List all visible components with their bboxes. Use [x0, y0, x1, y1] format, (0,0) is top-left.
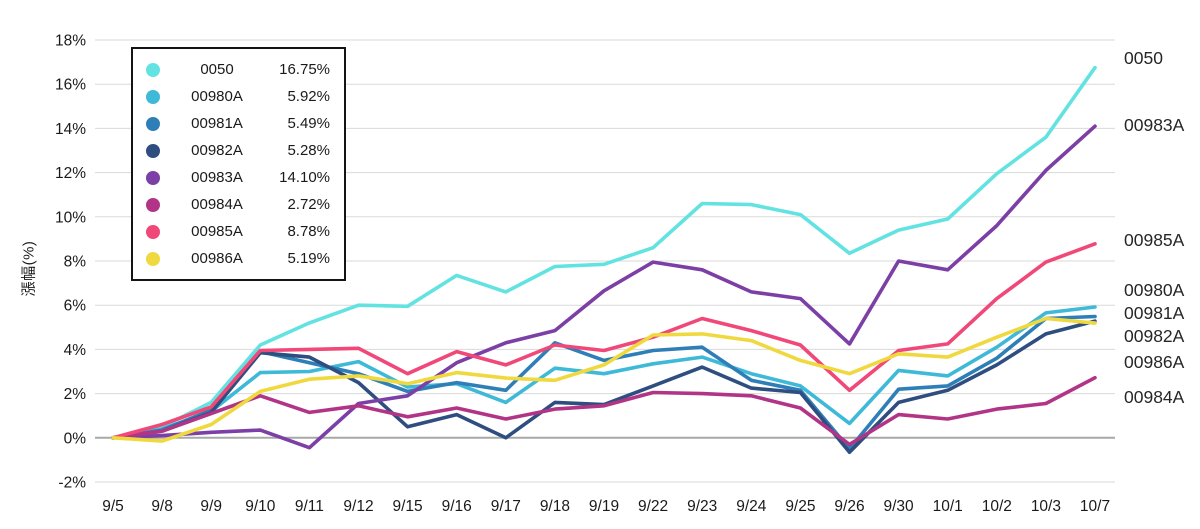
- x-tick-label: 9/11: [295, 498, 324, 515]
- legend-series-value: 5.92%: [287, 88, 330, 105]
- x-tick-label: 10/7: [1080, 498, 1110, 515]
- y-tick-label: 4%: [64, 342, 87, 359]
- series-end-label-00986A: 00986A: [1124, 352, 1185, 372]
- series-end-label-00984A: 00984A: [1124, 387, 1185, 407]
- legend-row-00986A[interactable]: 00986A 5.19%: [133, 245, 344, 272]
- series-end-label-00980A: 00980A: [1124, 280, 1185, 300]
- legend-series-value: 8.78%: [287, 223, 330, 240]
- legend-swatch-icon: [146, 143, 160, 158]
- series-line-00986A: [111, 316, 1097, 443]
- legend-series-value: 5.49%: [287, 115, 330, 132]
- legend-series-name: 00981A: [191, 115, 243, 132]
- series-end-label-00981A: 00981A: [1124, 303, 1185, 323]
- x-tick-label: 9/30: [884, 498, 915, 515]
- series-end-label-0050: 0050: [1124, 48, 1163, 68]
- legend-series-value: 5.19%: [287, 250, 330, 267]
- legend-series-name: 00980A: [191, 88, 243, 105]
- legend-row-00980A[interactable]: 00980A 5.92%: [133, 83, 344, 110]
- legend-row-00983A[interactable]: 00983A 14.10%: [133, 164, 344, 191]
- y-tick-label: 16%: [55, 77, 86, 94]
- legend-series-value: 5.28%: [287, 142, 330, 159]
- legend-swatch-icon: [146, 251, 160, 266]
- legend-swatch-icon: [146, 170, 160, 185]
- legend-row-00984A[interactable]: 00984A 2.72%: [133, 191, 344, 218]
- series-end-label-00985A: 00985A: [1124, 230, 1185, 250]
- series-line-00984A: [111, 375, 1097, 447]
- legend-series-name: 00985A: [191, 223, 243, 240]
- x-tick-label: 9/10: [245, 498, 276, 515]
- y-tick-label: 8%: [64, 254, 87, 271]
- series-line-0050: [111, 65, 1097, 440]
- y-tick-label: 14%: [55, 121, 86, 138]
- x-tick-label: 9/12: [343, 498, 373, 515]
- legend-series-value: 16.75%: [279, 61, 330, 78]
- x-tick-label: 9/17: [491, 498, 521, 515]
- x-tick-label: 10/3: [1031, 498, 1061, 515]
- legend-swatch-icon: [146, 224, 160, 239]
- legend-series-name: 0050: [200, 61, 234, 78]
- y-tick-label: 2%: [64, 386, 87, 403]
- x-tick-label: 9/19: [589, 498, 619, 515]
- x-tick-label: 9/26: [834, 498, 864, 515]
- y-tick-label: 6%: [64, 298, 87, 315]
- y-tick-label: 18%: [55, 33, 86, 50]
- legend-series-value: 2.72%: [287, 196, 330, 213]
- series-line-00985A: [111, 242, 1097, 440]
- x-tick-label: 9/8: [151, 498, 173, 515]
- legend-box: 0050 16.75% 00980A 5.92% 00981A 5.49% 00982A 5.…: [131, 47, 346, 281]
- legend-series-name: 00983A: [191, 169, 243, 186]
- x-tick-label: 9/25: [785, 498, 815, 515]
- legend-series-name: 00982A: [191, 142, 243, 159]
- y-tick-label: 10%: [55, 209, 86, 226]
- legend-swatch-icon: [146, 116, 160, 131]
- legend-series-name: 00984A: [191, 196, 243, 213]
- legend-row-00985A[interactable]: 00985A 8.78%: [133, 218, 344, 245]
- x-tick-label: 9/9: [200, 498, 222, 515]
- x-tick-label: 9/5: [102, 498, 124, 515]
- x-tick-label: 9/18: [540, 498, 570, 515]
- legend-swatch-icon: [146, 89, 160, 104]
- y-tick-label: 12%: [55, 165, 86, 182]
- x-tick-label: 10/1: [933, 498, 963, 515]
- legend-series-name: 00986A: [191, 250, 243, 267]
- series-line-00980A: [111, 305, 1097, 440]
- y-axis-title: 漲幅(%): [20, 240, 38, 297]
- x-tick-label: 9/24: [736, 498, 767, 515]
- legend-series-value: 14.10%: [279, 169, 330, 186]
- x-tick-label: 9/22: [638, 498, 668, 515]
- x-tick-label: 10/2: [982, 498, 1012, 515]
- series-line-00983A: [111, 124, 1097, 450]
- series-end-label-00983A: 00983A: [1124, 115, 1185, 135]
- legend-row-00981A[interactable]: 00981A 5.49%: [133, 110, 344, 137]
- x-tick-label: 9/23: [687, 498, 717, 515]
- x-tick-label: 9/16: [442, 498, 472, 515]
- x-tick-label: 9/15: [393, 498, 423, 515]
- series-end-label-00982A: 00982A: [1124, 326, 1185, 346]
- y-tick-label: 0%: [64, 430, 87, 447]
- y-tick-label: -2%: [58, 475, 86, 492]
- legend-swatch-icon: [146, 197, 160, 212]
- legend-row-00982A[interactable]: 00982A 5.28%: [133, 137, 344, 164]
- legend-swatch-icon: [146, 62, 160, 77]
- legend-row-0050[interactable]: 0050 16.75%: [133, 56, 344, 83]
